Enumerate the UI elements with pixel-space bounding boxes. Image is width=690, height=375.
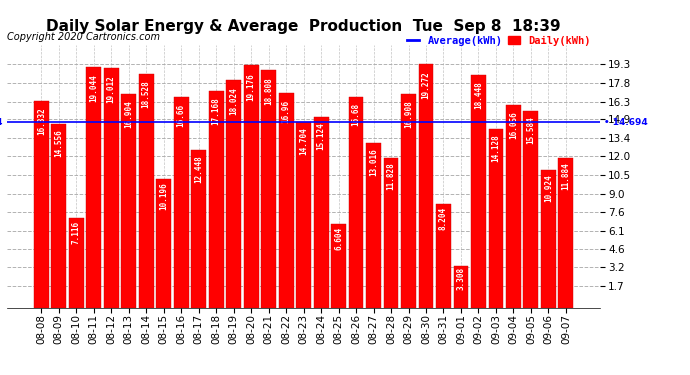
Text: Daily Solar Energy & Average  Production  Tue  Sep 8  18:39: Daily Solar Energy & Average Production … [46,19,561,34]
Bar [541,170,556,308]
Bar [191,150,206,308]
Text: 16.056: 16.056 [509,111,518,139]
Bar [453,266,469,308]
Bar [139,74,154,308]
Text: 15.584: 15.584 [526,117,535,144]
Bar [156,179,171,308]
Bar [436,204,451,308]
Bar [209,91,224,308]
Text: 13.016: 13.016 [369,148,378,176]
Text: 8.204: 8.204 [439,207,448,230]
Bar [104,68,119,308]
Text: 14.704: 14.704 [299,128,308,155]
Text: 16.332: 16.332 [37,108,46,135]
Legend: Average(kWh), Daily(kWh): Average(kWh), Daily(kWh) [402,32,595,50]
Bar [51,124,66,308]
Bar [366,143,381,308]
Bar [419,64,433,308]
Text: 7.116: 7.116 [72,220,81,243]
Bar [69,218,83,308]
Text: 16.904: 16.904 [124,100,133,128]
Bar [244,66,259,308]
Bar [121,94,136,308]
Text: 11.884: 11.884 [562,162,571,190]
Text: 6.604: 6.604 [334,226,343,250]
Text: 18.024: 18.024 [229,87,238,115]
Bar [279,93,293,308]
Text: 10.924: 10.924 [544,174,553,201]
Bar [506,105,521,308]
Text: 19.044: 19.044 [89,74,98,102]
Bar [86,67,101,308]
Text: 10.196: 10.196 [159,183,168,210]
Bar [314,117,328,308]
Text: 3.308: 3.308 [457,267,466,290]
Bar [384,158,398,308]
Text: 18.808: 18.808 [264,77,273,105]
Text: 16.68: 16.68 [352,103,361,126]
Text: 16.908: 16.908 [404,100,413,128]
Text: 17.168: 17.168 [212,98,221,125]
Text: Copyright 2020 Cartronics.com: Copyright 2020 Cartronics.com [7,32,160,42]
Bar [471,75,486,308]
Text: 16.96: 16.96 [282,100,290,123]
Bar [558,158,573,308]
Bar [174,97,188,308]
Text: 19.012: 19.012 [107,75,116,102]
Bar [524,111,538,308]
Text: ←14.694: ←14.694 [0,117,3,126]
Bar [34,101,49,308]
Text: 11.828: 11.828 [386,163,395,190]
Text: 14.556: 14.556 [55,129,63,157]
Bar [226,80,241,308]
Text: 14.128: 14.128 [491,135,500,162]
Text: 18.528: 18.528 [141,81,150,108]
Bar [331,224,346,308]
Text: 19.272: 19.272 [422,72,431,99]
Bar [296,122,311,308]
Text: 18.448: 18.448 [474,82,483,110]
Text: 15.124: 15.124 [317,122,326,150]
Bar [262,70,276,308]
Text: 12.448: 12.448 [194,155,203,183]
Text: • 14.694: • 14.694 [604,117,648,126]
Text: 16.66: 16.66 [177,104,186,127]
Bar [401,94,416,308]
Bar [489,129,504,308]
Bar [348,97,364,308]
Text: 19.176: 19.176 [246,73,255,100]
